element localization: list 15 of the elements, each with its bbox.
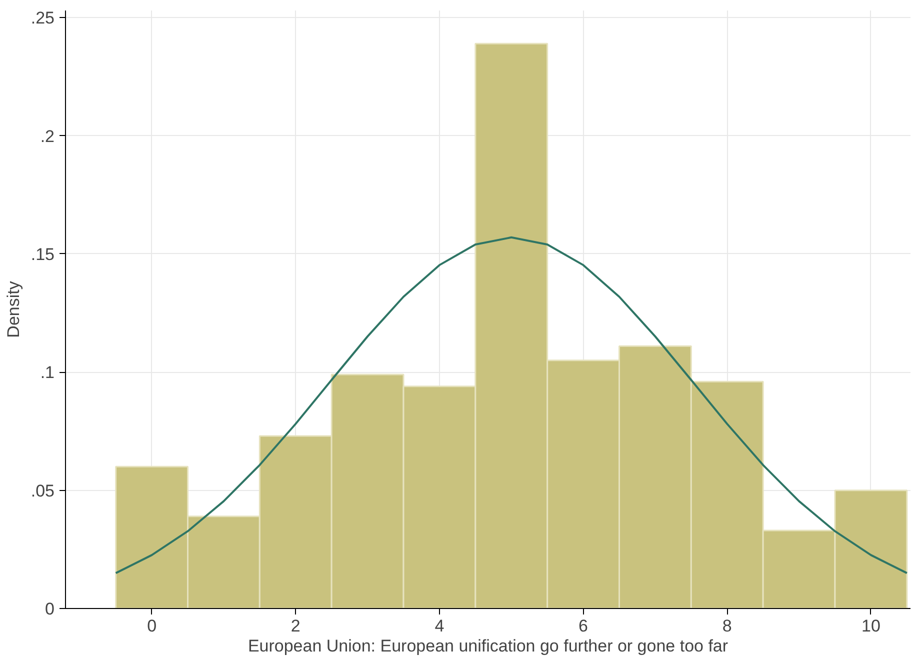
x-axis-title: European Union: European unification go further or gone too far [248, 636, 728, 656]
y-tick-label: .05 [30, 481, 55, 500]
y-tick-label: .25 [30, 8, 55, 28]
x-tick-label: 6 [578, 616, 588, 636]
y-tick-label: .1 [40, 363, 55, 382]
y-tick-label: .15 [30, 244, 55, 264]
y-axis-title: Density [4, 280, 23, 338]
x-tick-label: 4 [434, 616, 444, 636]
y-tick-label: .2 [40, 126, 55, 146]
x-tick-label: 10 [861, 616, 880, 636]
line-series [114, 236, 908, 574]
x-tick-label: 2 [290, 616, 300, 636]
x-tick-label: 0 [147, 616, 157, 636]
x-tick-label: 8 [722, 616, 732, 636]
y-tick-label: 0 [45, 600, 55, 618]
